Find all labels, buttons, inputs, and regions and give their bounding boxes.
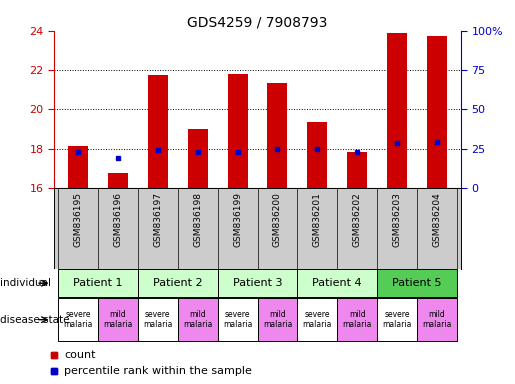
Text: Patient 5: Patient 5	[392, 278, 442, 288]
Text: GSM836198: GSM836198	[193, 192, 202, 247]
Text: Patient 3: Patient 3	[233, 278, 282, 288]
Bar	[148, 75, 168, 188]
Bar	[267, 83, 287, 188]
Text: percentile rank within the sample: percentile rank within the sample	[64, 366, 252, 376]
Bar	[58, 270, 138, 297]
Bar	[187, 129, 208, 188]
Text: severe
malaria: severe malaria	[383, 310, 412, 329]
Bar	[228, 74, 248, 188]
Text: disease state: disease state	[0, 314, 70, 325]
Text: GSM836201: GSM836201	[313, 192, 322, 247]
Text: severe
malaria: severe malaria	[303, 310, 332, 329]
Bar	[307, 122, 328, 188]
Bar	[108, 174, 128, 188]
Text: Patient 1: Patient 1	[73, 278, 123, 288]
Bar	[297, 270, 377, 297]
Bar	[138, 270, 218, 297]
Text: GSM836196: GSM836196	[113, 192, 123, 247]
Text: mild
malaria: mild malaria	[342, 310, 372, 329]
Bar	[218, 298, 258, 341]
Text: count: count	[64, 350, 96, 360]
Bar	[377, 270, 457, 297]
Bar	[377, 298, 417, 341]
Bar	[68, 146, 88, 188]
Title: GDS4259 / 7908793: GDS4259 / 7908793	[187, 16, 328, 30]
Bar	[98, 298, 138, 341]
Text: mild
malaria: mild malaria	[183, 310, 212, 329]
Text: Patient 4: Patient 4	[313, 278, 362, 288]
Bar	[297, 298, 337, 341]
Text: GSM836195: GSM836195	[74, 192, 82, 247]
Bar	[387, 33, 407, 188]
Text: GSM836203: GSM836203	[392, 192, 402, 247]
Bar	[347, 152, 367, 188]
Text: GSM836199: GSM836199	[233, 192, 242, 247]
Text: GSM836202: GSM836202	[353, 192, 362, 247]
Text: mild
malaria: mild malaria	[103, 310, 132, 329]
Bar	[258, 298, 297, 341]
Bar	[138, 298, 178, 341]
Text: GSM836204: GSM836204	[433, 192, 441, 247]
Text: mild
malaria: mild malaria	[263, 310, 292, 329]
Text: individual: individual	[0, 278, 51, 288]
Bar	[218, 270, 297, 297]
Text: GSM836200: GSM836200	[273, 192, 282, 247]
Bar	[417, 298, 457, 341]
Bar	[178, 298, 218, 341]
Text: mild
malaria: mild malaria	[422, 310, 452, 329]
Bar	[58, 298, 98, 341]
Text: severe
malaria: severe malaria	[223, 310, 252, 329]
Text: Patient 2: Patient 2	[153, 278, 202, 288]
Text: severe
malaria: severe malaria	[143, 310, 173, 329]
Text: severe
malaria: severe malaria	[63, 310, 93, 329]
Bar	[337, 298, 377, 341]
Text: GSM836197: GSM836197	[153, 192, 162, 247]
Bar	[427, 36, 447, 188]
